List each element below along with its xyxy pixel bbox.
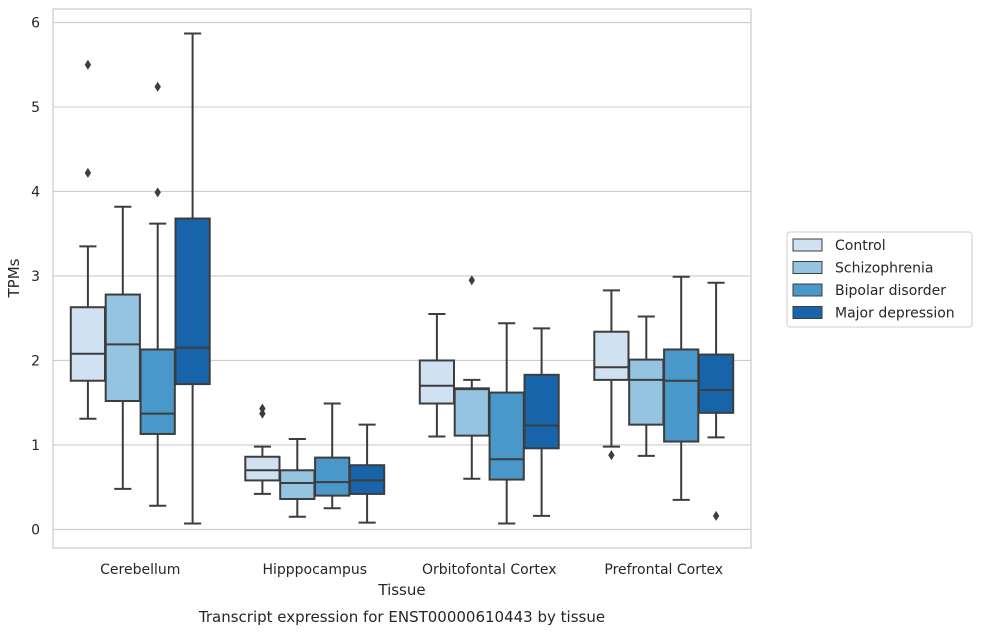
y-tick-labels: 0 1 2 3 4 5 6 bbox=[31, 16, 40, 539]
box-iqr bbox=[104, 293, 141, 402]
box-group bbox=[418, 312, 456, 438]
legend-label: Bipolar disorder bbox=[835, 283, 946, 299]
box-group bbox=[139, 81, 176, 507]
x-tick-label: Hipppocampus bbox=[262, 562, 367, 578]
box-group bbox=[69, 59, 107, 420]
x-tick-label: Orbitofontal Cortex bbox=[422, 562, 557, 578]
box-iqr bbox=[453, 387, 490, 437]
y-tick-label: 1 bbox=[31, 438, 40, 454]
outlier-marker bbox=[468, 275, 475, 286]
box-group bbox=[104, 205, 141, 490]
outlier-marker bbox=[154, 187, 161, 198]
x-axis-title: Tissue bbox=[377, 581, 425, 599]
box-group bbox=[523, 327, 560, 517]
box-iqr bbox=[418, 359, 456, 405]
box-group bbox=[663, 275, 700, 501]
box-iqr bbox=[628, 358, 665, 426]
box-iqr bbox=[697, 353, 735, 414]
box-group bbox=[697, 281, 735, 521]
outlier-marker bbox=[84, 59, 92, 70]
legend-swatch bbox=[792, 283, 823, 297]
box-iqr bbox=[523, 373, 560, 450]
y-tick-label: 2 bbox=[31, 353, 40, 369]
y-axis-title: TPMs bbox=[5, 258, 23, 298]
box-group bbox=[244, 403, 281, 495]
box-iqr bbox=[663, 348, 700, 443]
box-layer bbox=[69, 32, 735, 525]
box-group bbox=[348, 423, 386, 524]
outlier-marker bbox=[712, 510, 720, 521]
box-group bbox=[593, 289, 630, 461]
x-tick-label: Cerebellum bbox=[100, 562, 180, 578]
box-iqr bbox=[314, 456, 351, 497]
box-group bbox=[628, 315, 665, 457]
box-iqr bbox=[244, 455, 281, 482]
grid-layer bbox=[53, 21, 751, 530]
legend-frame bbox=[786, 231, 973, 328]
x-tick-label: Prefrontal Cortex bbox=[604, 562, 723, 578]
box-group bbox=[453, 275, 490, 480]
plot-area bbox=[52, 8, 752, 549]
y-tick-label: 4 bbox=[31, 184, 40, 200]
legend-swatch bbox=[792, 306, 823, 319]
box-group bbox=[174, 32, 211, 525]
outlier-marker bbox=[259, 408, 266, 419]
legend-label: Major depression bbox=[835, 306, 955, 322]
legend-label: Schizophrenia bbox=[835, 261, 933, 277]
outlier-marker bbox=[84, 167, 92, 178]
box-iqr bbox=[174, 217, 211, 386]
box-iqr bbox=[593, 330, 630, 381]
y-tick-label: 3 bbox=[31, 269, 40, 285]
legend: Control Schizophrenia Bipolar disorder Majo… bbox=[786, 231, 973, 328]
legend-swatch bbox=[792, 261, 823, 274]
outlier-marker bbox=[259, 403, 266, 414]
box-iqr bbox=[69, 306, 107, 382]
outlier-marker bbox=[608, 450, 615, 461]
outlier-marker bbox=[154, 81, 161, 92]
y-tick-label: 6 bbox=[31, 16, 40, 32]
chart-caption: Transcript expression for ENST0000061044… bbox=[198, 608, 605, 626]
box-group bbox=[279, 438, 316, 518]
legend-label: Control bbox=[835, 238, 886, 254]
box-iqr bbox=[139, 348, 176, 435]
box-iqr bbox=[488, 391, 525, 481]
box-iqr bbox=[279, 469, 316, 500]
y-tick-label: 0 bbox=[31, 522, 40, 538]
box-group bbox=[314, 402, 351, 510]
x-tick-labels: Cerebellum Hipppocampus Orbitofontal Corte… bbox=[100, 562, 723, 578]
y-tick-label: 5 bbox=[31, 100, 40, 116]
legend-swatch bbox=[792, 238, 823, 252]
